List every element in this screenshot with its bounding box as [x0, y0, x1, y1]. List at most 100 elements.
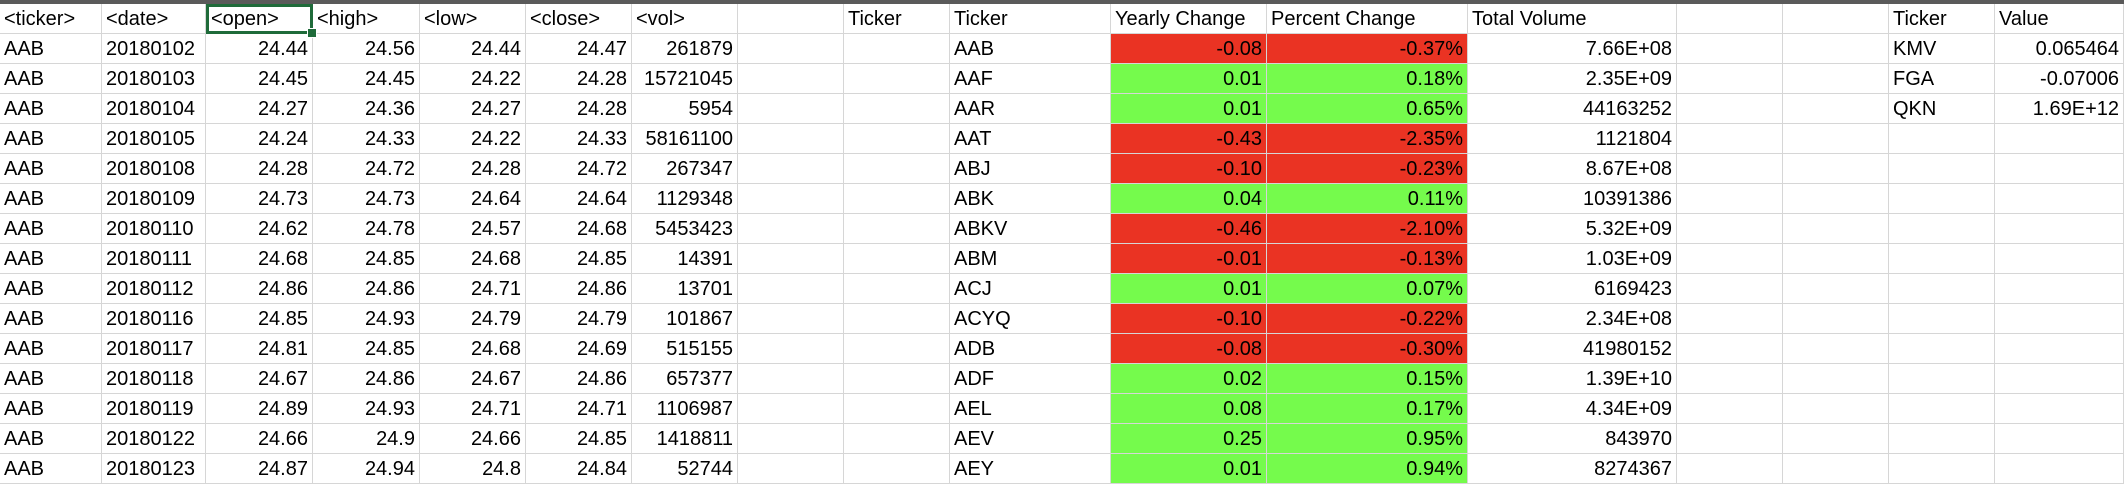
raw-data-cell[interactable]: AAB — [0, 64, 102, 94]
raw-data-cell[interactable]: 24.27 — [206, 94, 313, 124]
raw-data-cell[interactable]: 24.27 — [420, 94, 526, 124]
raw-data-cell[interactable]: 267347 — [632, 154, 738, 184]
raw-data-cell[interactable]: 15721045 — [632, 64, 738, 94]
cell-I5[interactable] — [844, 124, 950, 154]
raw-data-cell[interactable]: 24.28 — [206, 154, 313, 184]
cell-N14[interactable] — [1677, 394, 1783, 424]
total-volume-cell[interactable]: 10391386 — [1468, 184, 1677, 214]
raw-data-cell[interactable]: 24.84 — [526, 454, 632, 484]
raw-data-cell[interactable]: 24.56 — [313, 34, 420, 64]
percent-change-cell[interactable]: -0.13% — [1267, 244, 1468, 274]
cell-P14[interactable] — [1889, 394, 1995, 424]
cell-N11[interactable] — [1677, 304, 1783, 334]
cell-Q13[interactable] — [1995, 364, 2124, 394]
raw-data-cell[interactable]: 24.66 — [206, 424, 313, 454]
raw-data-cell[interactable]: 24.33 — [526, 124, 632, 154]
header-cell-I[interactable]: Ticker — [844, 4, 950, 34]
cell-I8[interactable] — [844, 214, 950, 244]
cell-H14[interactable] — [738, 394, 844, 424]
raw-data-cell[interactable]: AAB — [0, 424, 102, 454]
summary-ticker-cell[interactable]: ACYQ — [950, 304, 1111, 334]
percent-change-cell[interactable]: -2.10% — [1267, 214, 1468, 244]
raw-data-cell[interactable]: 20180116 — [102, 304, 206, 334]
raw-data-cell[interactable]: 20180109 — [102, 184, 206, 214]
header-cell-K[interactable]: Yearly Change — [1111, 4, 1267, 34]
raw-data-cell[interactable]: 20180122 — [102, 424, 206, 454]
raw-data-cell[interactable]: 20180111 — [102, 244, 206, 274]
raw-data-cell[interactable]: 24.8 — [420, 454, 526, 484]
cell-N6[interactable] — [1677, 154, 1783, 184]
greatest-value-cell[interactable]: -0.07006 — [1995, 64, 2124, 94]
yearly-change-cell[interactable]: -0.08 — [1111, 334, 1267, 364]
cell-I13[interactable] — [844, 364, 950, 394]
greatest-value-cell[interactable]: 0.065464 — [1995, 34, 2124, 64]
yearly-change-cell[interactable]: 0.04 — [1111, 184, 1267, 214]
cell-Q14[interactable] — [1995, 394, 2124, 424]
cell-P9[interactable] — [1889, 244, 1995, 274]
cell-H11[interactable] — [738, 304, 844, 334]
raw-data-cell[interactable]: 24.86 — [313, 364, 420, 394]
cell-I15[interactable] — [844, 424, 950, 454]
yearly-change-cell[interactable]: -0.01 — [1111, 244, 1267, 274]
header-cell-D[interactable]: <high> — [313, 4, 420, 34]
cell-N2[interactable] — [1677, 34, 1783, 64]
header-cell-G[interactable]: <vol> — [632, 4, 738, 34]
cell-Q6[interactable] — [1995, 154, 2124, 184]
cell-H6[interactable] — [738, 154, 844, 184]
yearly-change-cell[interactable]: -0.10 — [1111, 304, 1267, 334]
cell-Q10[interactable] — [1995, 274, 2124, 304]
cell-H4[interactable] — [738, 94, 844, 124]
raw-data-cell[interactable]: AAB — [0, 394, 102, 424]
percent-change-cell[interactable]: 0.15% — [1267, 364, 1468, 394]
raw-data-cell[interactable]: 24.44 — [206, 34, 313, 64]
cell-Q5[interactable] — [1995, 124, 2124, 154]
raw-data-cell[interactable]: 20180103 — [102, 64, 206, 94]
percent-change-cell[interactable]: -0.37% — [1267, 34, 1468, 64]
raw-data-cell[interactable]: AAB — [0, 304, 102, 334]
raw-data-cell[interactable]: 24.24 — [206, 124, 313, 154]
raw-data-cell[interactable]: 24.22 — [420, 64, 526, 94]
summary-ticker-cell[interactable]: AAF — [950, 64, 1111, 94]
total-volume-cell[interactable]: 1.03E+09 — [1468, 244, 1677, 274]
percent-change-cell[interactable]: 0.94% — [1267, 454, 1468, 484]
yearly-change-cell[interactable]: -0.46 — [1111, 214, 1267, 244]
raw-data-cell[interactable]: 24.22 — [420, 124, 526, 154]
raw-data-cell[interactable]: 24.87 — [206, 454, 313, 484]
fill-handle[interactable] — [307, 28, 317, 38]
cell-P6[interactable] — [1889, 154, 1995, 184]
cell-P12[interactable] — [1889, 334, 1995, 364]
raw-data-cell[interactable]: 24.73 — [206, 184, 313, 214]
cell-O7[interactable] — [1783, 184, 1889, 214]
raw-data-cell[interactable]: 20180118 — [102, 364, 206, 394]
summary-ticker-cell[interactable]: AAT — [950, 124, 1111, 154]
percent-change-cell[interactable]: 0.11% — [1267, 184, 1468, 214]
raw-data-cell[interactable]: 1129348 — [632, 184, 738, 214]
raw-data-cell[interactable]: 24.72 — [526, 154, 632, 184]
cell-I11[interactable] — [844, 304, 950, 334]
cell-Q7[interactable] — [1995, 184, 2124, 214]
header-cell-P[interactable]: Ticker — [1889, 4, 1995, 34]
raw-data-cell[interactable]: 101867 — [632, 304, 738, 334]
raw-data-cell[interactable]: 24.85 — [526, 244, 632, 274]
raw-data-cell[interactable]: AAB — [0, 34, 102, 64]
cell-O8[interactable] — [1783, 214, 1889, 244]
header-cell-F[interactable]: <close> — [526, 4, 632, 34]
raw-data-cell[interactable]: 20180110 — [102, 214, 206, 244]
cell-Q11[interactable] — [1995, 304, 2124, 334]
cell-I14[interactable] — [844, 394, 950, 424]
cell-P15[interactable] — [1889, 424, 1995, 454]
cell-O3[interactable] — [1783, 64, 1889, 94]
yearly-change-cell[interactable]: 0.01 — [1111, 274, 1267, 304]
raw-data-cell[interactable]: 20180105 — [102, 124, 206, 154]
raw-data-cell[interactable]: 24.85 — [206, 304, 313, 334]
raw-data-cell[interactable]: 20180108 — [102, 154, 206, 184]
cell-I16[interactable] — [844, 454, 950, 484]
header-cell-A[interactable]: <ticker> — [0, 4, 102, 34]
raw-data-cell[interactable]: 1106987 — [632, 394, 738, 424]
cell-Q16[interactable] — [1995, 454, 2124, 484]
raw-data-cell[interactable]: 24.71 — [420, 394, 526, 424]
percent-change-cell[interactable]: 0.07% — [1267, 274, 1468, 304]
total-volume-cell[interactable]: 843970 — [1468, 424, 1677, 454]
raw-data-cell[interactable]: 24.86 — [526, 274, 632, 304]
raw-data-cell[interactable]: 24.78 — [313, 214, 420, 244]
